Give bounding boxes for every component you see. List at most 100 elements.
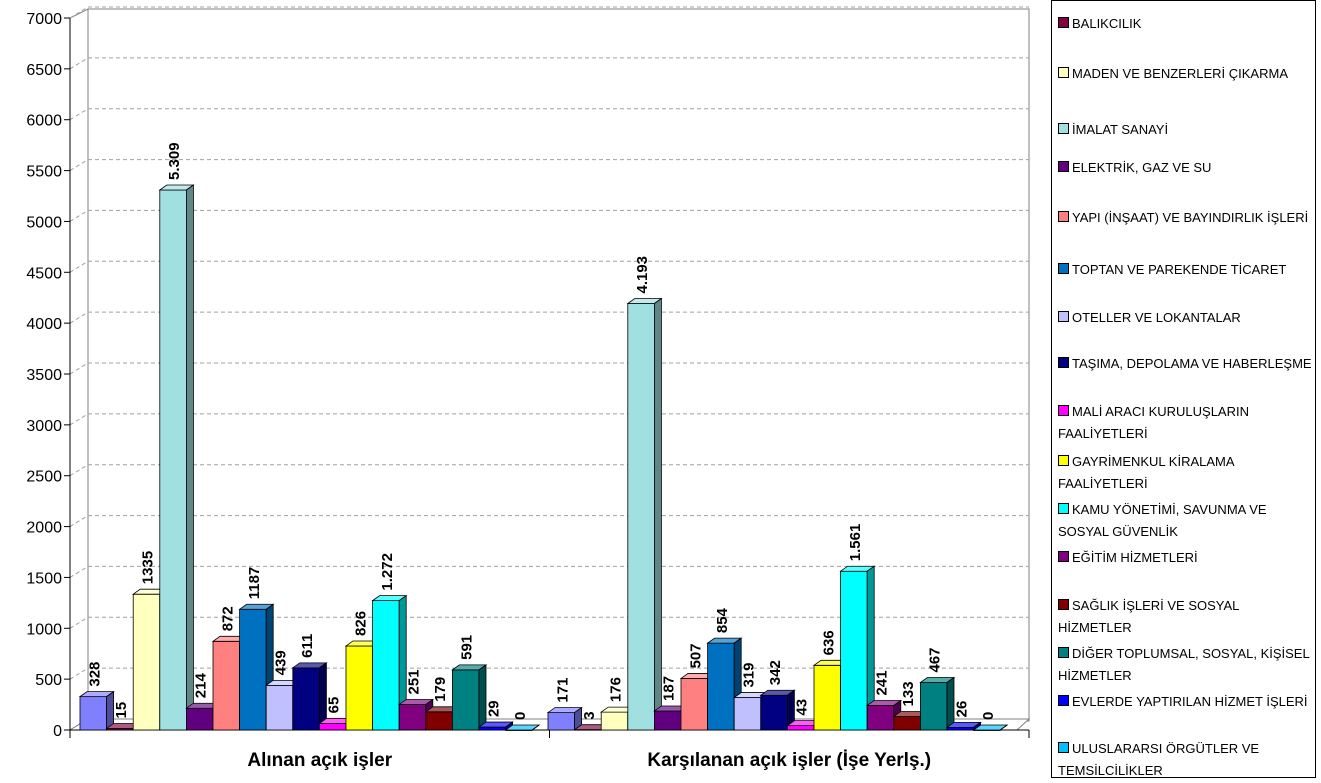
bar-side [654,297,662,731]
legend-swatch [1058,311,1069,322]
legend-item: BALIKCILIK [1058,13,1313,35]
legend-item: ELEKTRİK, GAZ VE SU [1058,157,1313,179]
data-label: 241 [874,670,891,695]
bar-front [212,640,241,731]
legend-swatch [1058,405,1069,416]
data-label: 0 [512,712,529,720]
bar-front [372,600,400,731]
bar-front [425,711,453,731]
bar [839,565,876,731]
data-label: 507 [687,643,704,668]
gridline-side [69,108,89,121]
bar [626,297,663,731]
bars [78,184,1009,731]
bar-front [239,608,267,731]
data-label: 133 [900,681,917,706]
gridline-side [69,362,89,375]
data-label: 328 [86,662,103,687]
bar [919,676,956,731]
bar-front [478,726,507,731]
data-label: 65 [326,697,343,714]
data-label: 26 [953,701,970,718]
data-label: 342 [767,660,784,685]
data-label: 251 [406,669,423,694]
legend-swatch [1058,161,1069,172]
bar-front [866,705,895,731]
gridline-side [69,260,89,273]
bar-front [398,704,427,731]
bar-side [531,724,540,731]
legend-label: GAYRİMENKUL KİRALAMA FAALİYETLERİ [1058,454,1234,491]
bar [865,699,903,731]
legend-swatch [1058,551,1069,562]
data-label: 1.272 [379,553,396,591]
legend-item: GAYRİMENKUL KİRALAMA FAALİYETLERİ [1058,451,1313,495]
legend-label: MADEN VE BENZERLERİ ÇIKARMA [1072,66,1288,81]
data-label: 43 [794,699,811,716]
gridline-side [69,210,89,222]
bar [504,724,541,731]
x-category-labels: Alınan açık işler Karşılanan açık işler (… [247,750,931,771]
bar-front [893,716,921,731]
data-label: 3 [581,711,598,719]
y-tick-label: 2500 [26,469,62,486]
data-label: 439 [273,650,290,675]
bar-chart: 0500100015002000250030003500400045005000… [26,6,1031,771]
legend-swatch [1058,17,1069,28]
bar-side [999,724,1008,731]
bar [451,664,488,731]
legend-item: OTELLER VE LOKANTALAR [1058,307,1313,329]
legend-label: SAĞLIK İŞLERİ VE SOSYAL HİZMETLER [1058,598,1239,635]
data-labels: 328 15 1335 5.309 214 872 1187 439 611 65 826 1.272… [86,142,997,720]
legend-swatch [1058,67,1069,78]
bar-front [451,669,480,731]
bar [291,662,328,731]
bar [78,690,115,731]
gridline-side [69,57,89,70]
legend-item: MALİ ARACI KURULUŞLARIN FAALİYETLERİ [1058,401,1313,445]
bar-front [318,722,347,731]
legend-item: YAPI (İNŞAAT) VE BAYINDIRLIK İŞLERİ [1058,207,1313,229]
bar-front [132,593,161,731]
legend-swatch [1058,647,1069,658]
legend-swatch [1058,455,1069,466]
data-label: 1335 [140,551,157,584]
data-label: 171 [554,678,571,703]
legend-label: YAPI (İNŞAAT) VE BAYINDIRLIK İŞLERİ [1072,210,1309,225]
bar [397,698,435,731]
y-tick-label: 6000 [26,113,62,130]
legend-swatch [1058,695,1069,706]
legend-item: EVLERDE YAPTIRILAN HİZMET İŞLERİ [1058,691,1313,713]
y-tick-label: 4000 [26,316,62,333]
gridline-side [69,616,89,629]
bar [972,724,1009,731]
data-label: 29 [485,700,502,717]
legend-label: ULUSLARARSI ÖRGÜTLER VE TEMSİLCİLİKLER [1058,741,1260,778]
y-tick-label: 3000 [26,418,62,435]
bar-front [79,696,108,731]
legend-item: DİĞER TOPLUMSAL, SOSYAL, KİŞİSEL HİZMETL… [1058,643,1313,687]
y-tick-label: 2000 [26,520,62,537]
bar-front [760,694,788,731]
y-tick-label: 500 [35,672,62,689]
legend-swatch [1058,123,1069,134]
legend-label: MALİ ARACI KURULUŞLARIN FAALİYETLERİ [1058,404,1249,441]
legend-label: TOPTAN VE PAREKENDE TİCARET [1072,262,1287,277]
legend-item: SAĞLIK İŞLERİ VE SOSYAL HİZMETLER [1058,595,1313,639]
y-tick-label: 3500 [26,367,62,384]
legend-label: BALIKCILIK [1072,16,1142,31]
data-label: 176 [608,677,625,702]
y-tick-label: 6500 [26,62,62,79]
legend-label: DİĞER TOPLUMSAL, SOSYAL, KİŞİSEL HİZMETL… [1058,646,1310,683]
bar-front [920,682,948,731]
data-label: 636 [820,630,837,655]
gridline-side [69,515,89,527]
gridline-side [69,566,89,578]
y-tick-label: 4500 [26,265,62,282]
legend-item: İMALAT SANAYİ [1058,119,1313,141]
legend: BALIKCILIK MADEN VE BENZERLERİ ÇIKARMA İMA… [1051,0,1316,778]
y-tick-label: 7000 [26,11,62,28]
legend-swatch [1058,503,1069,514]
bar-front [654,710,682,731]
gridline-side [69,311,89,324]
